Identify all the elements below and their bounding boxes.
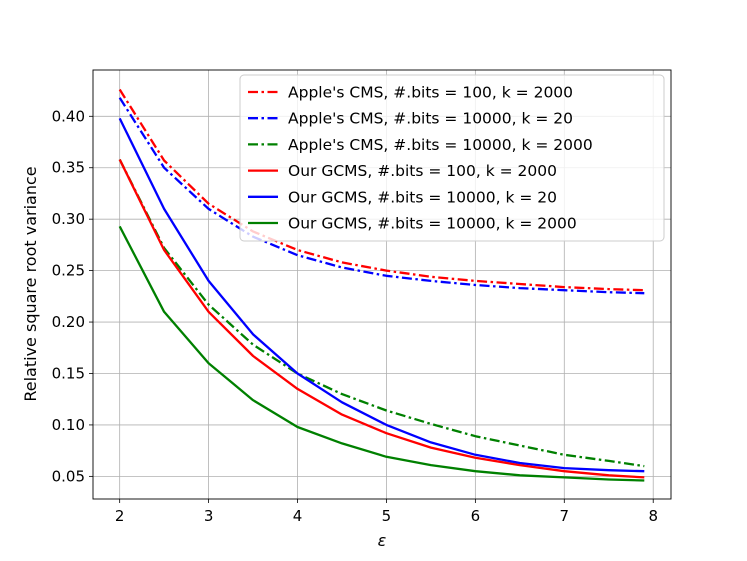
- x-tick-label: 6: [471, 507, 481, 525]
- y-tick-label: 0.25: [52, 262, 85, 280]
- y-axis-label: Relative square root variance: [21, 166, 40, 401]
- plot-frame: [92, 69, 672, 500]
- legend-label: Our GCMS, #.bits = 100, k = 2000: [288, 162, 557, 180]
- y-tick-label: 0.40: [52, 107, 85, 125]
- series-line-5: [118, 117, 645, 473]
- y-tick-label: 0.05: [52, 467, 85, 485]
- series-line-1: [118, 88, 645, 292]
- y-ticks: 0.05 0.10 0.15 0.20 0.25 0.30 0.35 0.40: [52, 107, 93, 485]
- series-group: [118, 88, 645, 482]
- series-line-4: [118, 158, 645, 479]
- legend-label: Our GCMS, #.bits = 10000, k = 2000: [288, 215, 577, 233]
- legend-box: [239, 74, 665, 242]
- x-tick-label: 4: [293, 507, 303, 525]
- series-line-3: [118, 158, 645, 468]
- legend: Apple's CMS, #.bits = 100, k = 2000 Apple…: [239, 74, 665, 242]
- y-tick-label: 0.35: [52, 159, 85, 177]
- series-line-6: [118, 225, 645, 482]
- x-tick-label: 7: [560, 507, 570, 525]
- y-tick-label: 0.10: [52, 416, 85, 434]
- legend-label: Our GCMS, #.bits = 10000, k = 20: [288, 188, 557, 206]
- x-tick-label: 8: [648, 507, 658, 525]
- y-tick-label: 0.15: [52, 364, 85, 382]
- x-tick-label: 5: [382, 507, 392, 525]
- x-tick-label: 2: [115, 507, 125, 525]
- legend-label: Apple's CMS, #.bits = 10000, k = 2000: [288, 136, 593, 154]
- x-tick-label: 3: [204, 507, 214, 525]
- legend-label: Apple's CMS, #.bits = 10000, k = 20: [288, 110, 573, 128]
- y-tick-label: 0.20: [52, 313, 85, 331]
- legend-label: Apple's CMS, #.bits = 100, k = 2000: [288, 84, 573, 102]
- y-tick-label: 0.30: [52, 210, 85, 228]
- x-axis-label: ε: [378, 531, 387, 550]
- x-ticks: 2 3 4 5 6 7 8: [115, 499, 658, 525]
- series-line-2: [118, 97, 645, 295]
